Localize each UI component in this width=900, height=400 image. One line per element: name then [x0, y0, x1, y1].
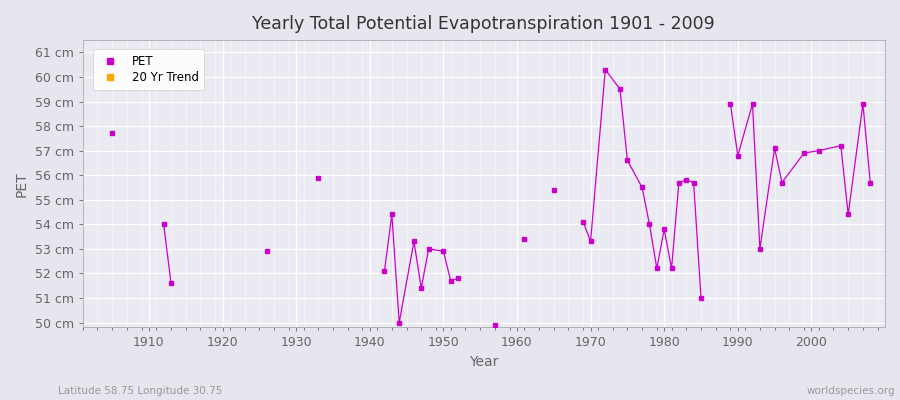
Legend: PET, 20 Yr Trend: PET, 20 Yr Trend: [93, 49, 204, 90]
Text: worldspecies.org: worldspecies.org: [807, 386, 896, 396]
X-axis label: Year: Year: [469, 355, 499, 369]
Y-axis label: PET: PET: [15, 171, 29, 196]
Title: Yearly Total Potential Evapotranspiration 1901 - 2009: Yearly Total Potential Evapotranspiratio…: [253, 15, 716, 33]
Text: Latitude 58.75 Longitude 30.75: Latitude 58.75 Longitude 30.75: [58, 386, 223, 396]
